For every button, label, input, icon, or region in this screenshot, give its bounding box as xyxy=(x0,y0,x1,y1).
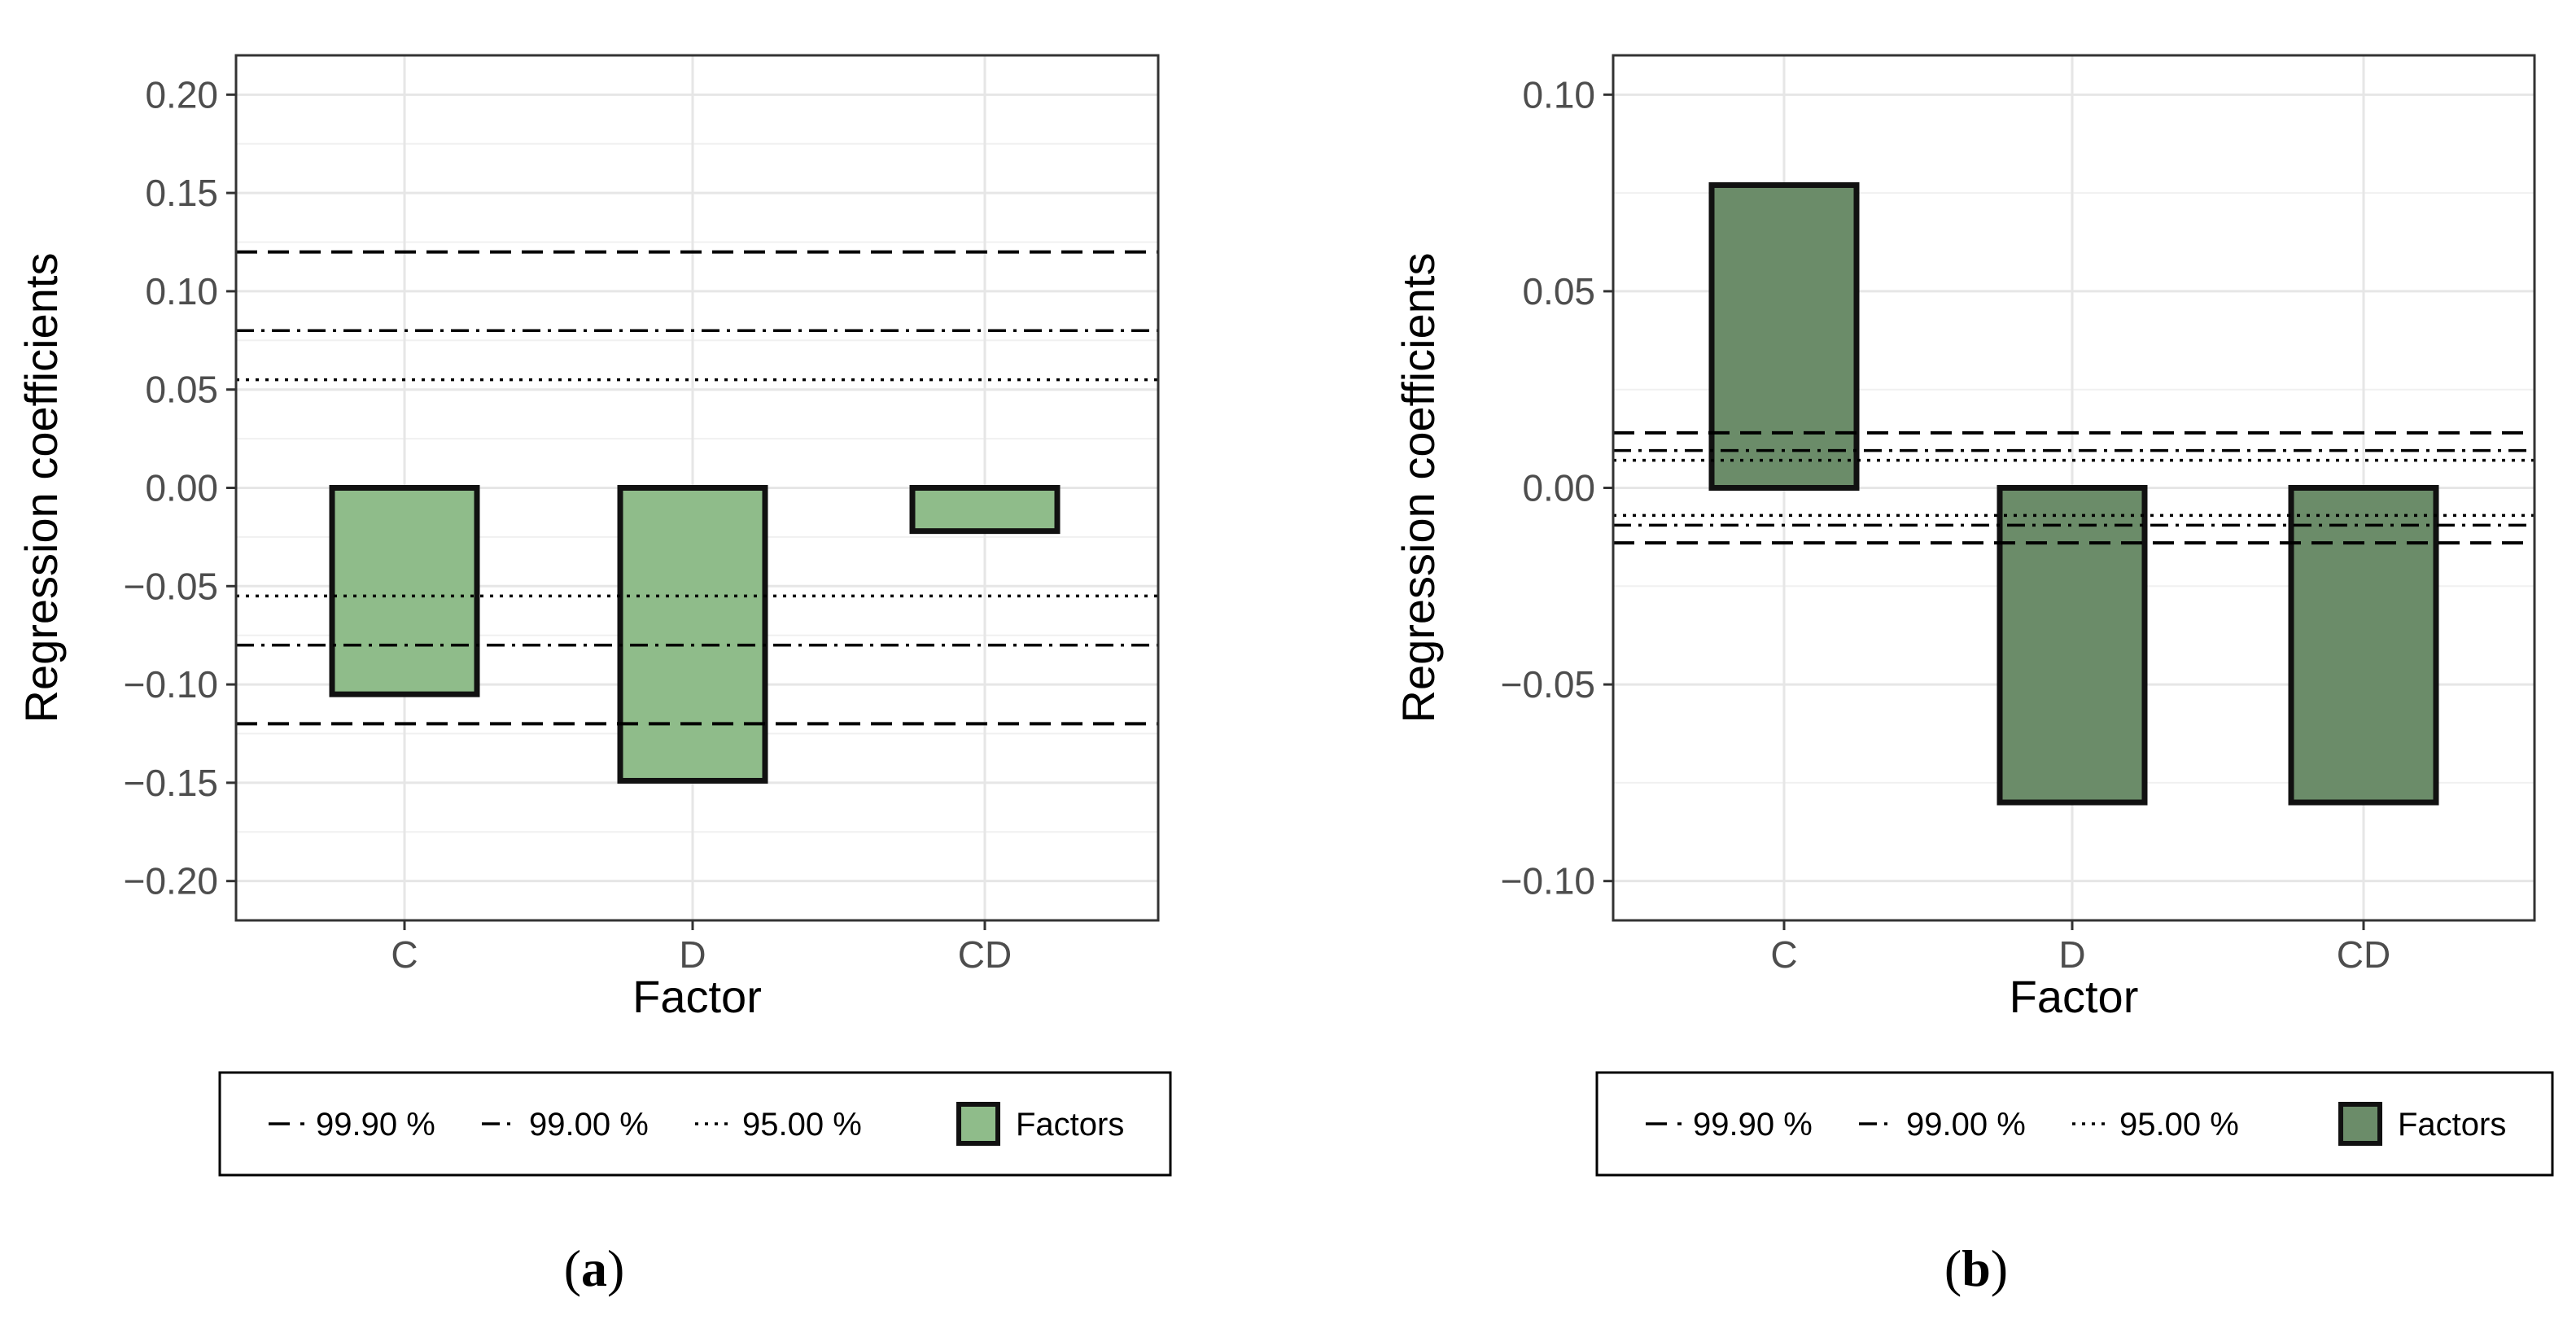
y-tick-label: −0.10 xyxy=(124,663,218,706)
bar-c xyxy=(1708,181,1860,491)
legend: 99.90 % 99.00 % 95.00 % Factors xyxy=(1595,1071,2554,1177)
y-tick-label: 0.15 xyxy=(145,172,218,214)
x-tick-label: CD xyxy=(2337,933,2390,976)
panel-tag: (a) xyxy=(564,1239,625,1297)
legend-label: 99.00 % xyxy=(529,1107,649,1143)
legend-key-factors xyxy=(956,1102,1000,1146)
legend-label-factors: Factors xyxy=(2398,1107,2506,1143)
panel-tag-paren: ) xyxy=(1991,1239,2008,1297)
legend-label-factors: Factors xyxy=(1016,1107,1124,1143)
y-tick-label: 0.10 xyxy=(145,270,218,312)
x-tick-label: C xyxy=(1770,933,1797,976)
x-tick-label: C xyxy=(391,933,418,976)
chart-panel-a: 0.20 0.15 0.10 0.05 0.00 −0.05 −0.10 −0.15 −0.20… xyxy=(15,54,1172,1297)
bar-d xyxy=(1997,485,2148,806)
y-tick-label: −0.05 xyxy=(1501,663,1595,706)
legend-key-factors xyxy=(2338,1102,2382,1146)
bar-cd xyxy=(909,485,1061,535)
x-tick-label: D xyxy=(679,933,706,976)
y-tick-label: −0.10 xyxy=(1501,860,1595,902)
panel-tag-letter: b xyxy=(1962,1239,1991,1297)
panel-tag: (b) xyxy=(1944,1239,2008,1297)
y-axis-title: Regression coefficients xyxy=(1393,253,1444,723)
y-tick-label: 0.00 xyxy=(1522,467,1595,509)
y-tick-label: 0.00 xyxy=(145,467,218,509)
x-tick-label: D xyxy=(2058,933,2085,976)
y-tick-label: 0.05 xyxy=(1522,270,1595,312)
panel-tag-paren: ( xyxy=(1944,1239,1962,1297)
y-axis-title: Regression coefficients xyxy=(15,253,67,723)
y-tick-label: 0.10 xyxy=(1522,73,1595,116)
y-tick-label: 0.20 xyxy=(145,73,218,116)
legend-label: 99.90 % xyxy=(316,1107,435,1143)
legend-label: 99.90 % xyxy=(1693,1107,1813,1143)
legend-label: 95.00 % xyxy=(2119,1107,2239,1143)
y-tick-label: 0.05 xyxy=(145,369,218,411)
bar-d xyxy=(617,485,768,784)
y-tick-label: −0.05 xyxy=(124,565,218,607)
legend-label: 95.00 % xyxy=(742,1107,862,1143)
x-tick-label: CD xyxy=(958,933,1012,976)
legend-label: 99.00 % xyxy=(1906,1107,2026,1143)
y-tick-label: −0.20 xyxy=(124,860,218,902)
bar-cd xyxy=(2288,485,2439,806)
x-axis-title: Factor xyxy=(2010,971,2139,1022)
panel-tag-paren: ) xyxy=(607,1239,624,1297)
chart-panel-b: 0.100.050.00−0.05−0.10C D CDFactorRegressi… xyxy=(1393,54,2554,1297)
x-axis-title: Factor xyxy=(632,971,762,1022)
legend: 99.90 % 99.00 % 95.00 % Factors xyxy=(218,1071,1172,1177)
y-tick-label: −0.15 xyxy=(124,762,218,804)
bar-c xyxy=(329,485,480,697)
panel-tag-letter: a xyxy=(581,1239,607,1297)
panel-tag-paren: ( xyxy=(564,1239,581,1297)
